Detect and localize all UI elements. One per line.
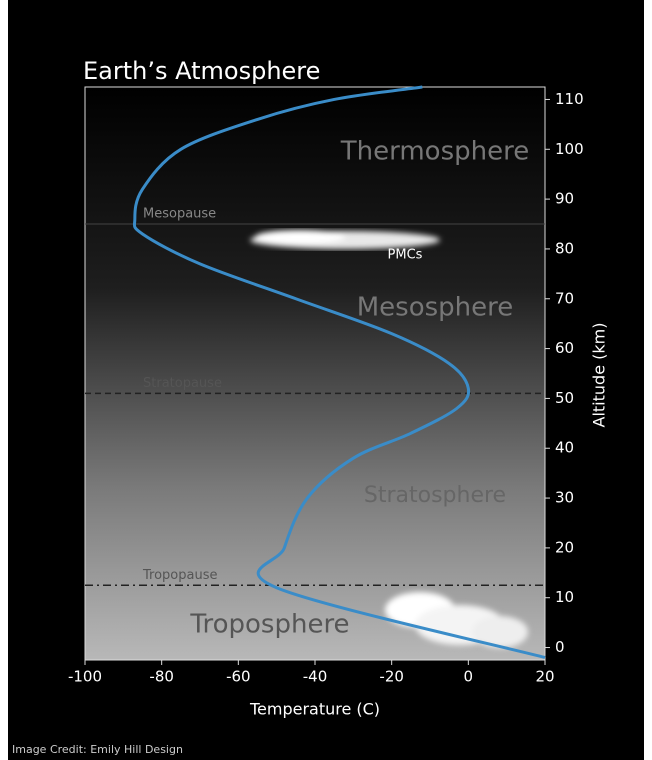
- y-tick-label: 50: [555, 389, 574, 407]
- y-tick-label: 100: [555, 140, 584, 158]
- pmc-cloud: [250, 230, 440, 249]
- y-tick-label: 70: [555, 289, 574, 307]
- credit: Image Credit: Emily Hill Design: [12, 743, 183, 756]
- y-tick-label: 20: [555, 538, 574, 556]
- annotation: Thermosphere: [340, 137, 529, 167]
- tropo-cloud: [385, 592, 528, 648]
- annotation: Mesosphere: [357, 293, 514, 323]
- chart-title: Earth’s Atmosphere: [83, 57, 320, 85]
- y-axis-label: Altitude (km): [590, 323, 609, 428]
- plot-area: [84, 86, 546, 661]
- x-tick-label: -20: [379, 668, 404, 686]
- reference-label: Stratopause: [143, 376, 222, 391]
- reference-label: Tropopause: [142, 568, 217, 583]
- x-tick-label: 20: [535, 668, 554, 686]
- reference-label: Mesopause: [143, 207, 216, 222]
- annotation: Stratosphere: [364, 483, 506, 508]
- y-tick-label: 30: [555, 489, 574, 507]
- x-tick-label: -100: [68, 668, 102, 686]
- x-tick-label: -40: [303, 668, 328, 686]
- y-tick-label: 110: [555, 90, 584, 108]
- y-tick-label: 40: [555, 439, 574, 457]
- annotation: Troposphere: [189, 610, 349, 640]
- y-tick-label: 80: [555, 239, 574, 257]
- y-tick-label: 90: [555, 190, 574, 208]
- annotation: PMCs: [388, 248, 423, 263]
- x-tick-label: -60: [226, 668, 251, 686]
- temperature-line: [132, 85, 546, 659]
- x-tick-label: -80: [149, 668, 174, 686]
- y-tick-label: 10: [555, 588, 574, 606]
- y-tick-label: 60: [555, 339, 574, 357]
- x-axis-label: Temperature (C): [249, 700, 380, 719]
- y-tick-label: 0: [555, 638, 565, 656]
- x-tick-label: 0: [464, 668, 474, 686]
